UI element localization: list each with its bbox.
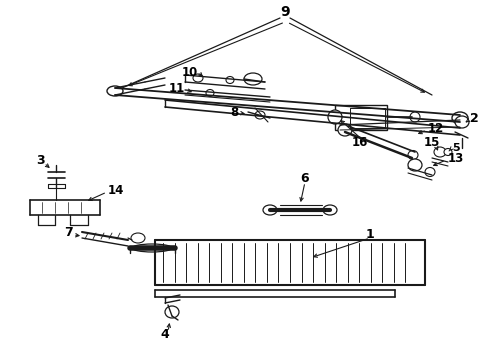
Ellipse shape — [165, 306, 179, 318]
Text: 11: 11 — [169, 81, 185, 94]
Ellipse shape — [455, 116, 469, 128]
Ellipse shape — [226, 77, 234, 84]
Text: 9: 9 — [280, 5, 290, 19]
Ellipse shape — [328, 110, 342, 124]
Text: 13: 13 — [448, 152, 464, 165]
Text: 6: 6 — [301, 171, 309, 184]
Ellipse shape — [193, 74, 203, 82]
Ellipse shape — [132, 244, 172, 252]
Text: 10: 10 — [182, 66, 198, 78]
Ellipse shape — [323, 205, 337, 215]
Ellipse shape — [410, 112, 420, 122]
Text: 7: 7 — [64, 225, 73, 238]
Ellipse shape — [338, 124, 352, 136]
Text: 2: 2 — [470, 112, 479, 125]
Text: 12: 12 — [428, 122, 444, 135]
Text: 14: 14 — [108, 184, 124, 197]
Text: 3: 3 — [36, 153, 44, 166]
Ellipse shape — [255, 111, 265, 119]
Ellipse shape — [425, 167, 435, 176]
Ellipse shape — [408, 150, 418, 159]
Text: 8: 8 — [230, 105, 238, 118]
Ellipse shape — [107, 86, 123, 96]
Text: 1: 1 — [366, 229, 374, 242]
Text: 16: 16 — [352, 135, 368, 148]
Ellipse shape — [408, 159, 422, 171]
Ellipse shape — [434, 147, 446, 157]
Text: 15: 15 — [424, 136, 440, 149]
Ellipse shape — [206, 90, 214, 96]
Ellipse shape — [452, 112, 468, 124]
Ellipse shape — [131, 233, 145, 243]
Text: 4: 4 — [161, 328, 170, 342]
Ellipse shape — [244, 73, 262, 85]
Bar — [335, 105, 387, 130]
Ellipse shape — [263, 205, 277, 215]
Text: 5: 5 — [452, 143, 460, 153]
Ellipse shape — [444, 148, 452, 156]
